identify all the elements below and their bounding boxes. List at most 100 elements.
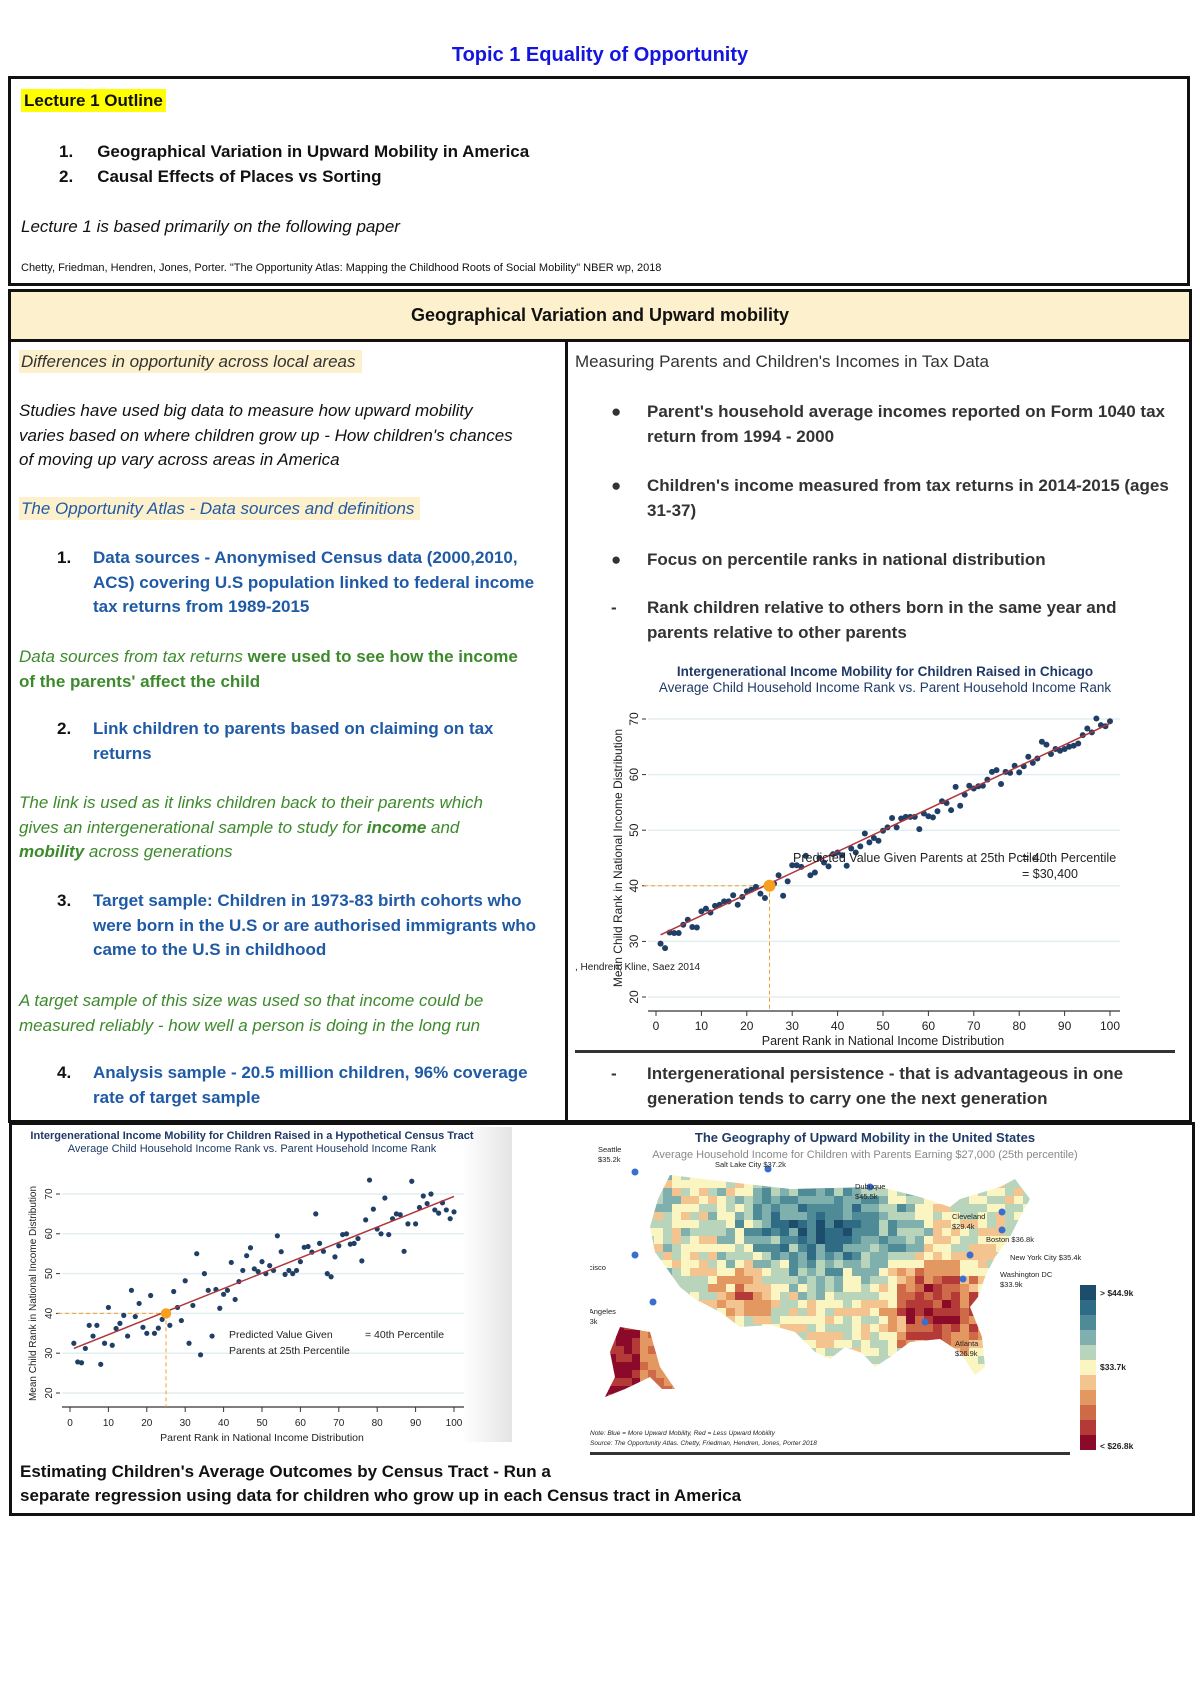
map-region bbox=[708, 1212, 718, 1221]
map-region bbox=[852, 1300, 862, 1309]
map-region bbox=[906, 1188, 916, 1197]
map-region bbox=[789, 1380, 799, 1389]
map-region bbox=[780, 1196, 790, 1205]
map-region bbox=[681, 1380, 691, 1389]
map-region bbox=[852, 1268, 862, 1277]
map-region bbox=[915, 1276, 925, 1285]
map-region bbox=[708, 1196, 718, 1205]
map-region bbox=[717, 1236, 727, 1245]
map-region bbox=[906, 1180, 916, 1189]
map-region bbox=[1023, 1212, 1030, 1221]
map-region bbox=[780, 1260, 790, 1269]
list-item-target-sample: 3. Target sample: Children in 1973-83 bi… bbox=[57, 891, 537, 959]
map-region bbox=[663, 1396, 673, 1405]
x-tick-label: 90 bbox=[410, 1418, 422, 1429]
map-region bbox=[834, 1244, 844, 1253]
map-region bbox=[897, 1300, 907, 1309]
data-point bbox=[351, 1240, 357, 1246]
map-region bbox=[798, 1268, 808, 1277]
data-point bbox=[366, 1177, 373, 1183]
map-region bbox=[951, 1228, 961, 1237]
map-region bbox=[933, 1340, 943, 1349]
map-region bbox=[726, 1236, 736, 1245]
map-region bbox=[969, 1300, 979, 1309]
data-point bbox=[898, 815, 905, 822]
map-region bbox=[942, 1220, 952, 1229]
map-region bbox=[1014, 1324, 1024, 1333]
map-region bbox=[744, 1276, 754, 1285]
map-region bbox=[744, 1364, 754, 1373]
map-region bbox=[640, 1394, 649, 1397]
map-region bbox=[960, 1180, 970, 1189]
map-region bbox=[608, 1362, 617, 1371]
map-region bbox=[906, 1236, 916, 1245]
legend-swatch bbox=[1080, 1360, 1096, 1375]
map-region bbox=[762, 1276, 772, 1285]
map-region bbox=[879, 1284, 889, 1293]
y-tick-label: 70 bbox=[627, 712, 641, 726]
map-region bbox=[843, 1196, 853, 1205]
map-region bbox=[861, 1364, 871, 1373]
map-region bbox=[1023, 1175, 1030, 1181]
map-region bbox=[915, 1284, 925, 1293]
legend-label: $33.7k bbox=[1100, 1362, 1126, 1372]
map-region bbox=[897, 1284, 907, 1293]
map-region bbox=[987, 1308, 997, 1317]
map-region bbox=[888, 1276, 898, 1285]
map-region bbox=[798, 1276, 808, 1285]
map-region bbox=[879, 1340, 889, 1349]
list-item-link-children: 2. Link children to parents based on cla… bbox=[57, 719, 494, 763]
map-region bbox=[960, 1252, 970, 1261]
city-label: Salt Lake City $37.2k bbox=[715, 1160, 786, 1169]
map-region bbox=[699, 1292, 709, 1301]
city-name: San Francisco bbox=[590, 1263, 606, 1272]
map-region bbox=[608, 1338, 617, 1347]
map-region bbox=[987, 1180, 997, 1189]
map-region bbox=[744, 1212, 754, 1221]
map-region bbox=[870, 1175, 880, 1181]
map-region bbox=[616, 1386, 625, 1395]
map-region bbox=[987, 1348, 997, 1357]
map-region bbox=[888, 1380, 898, 1389]
map-region bbox=[915, 1372, 925, 1375]
map-region bbox=[708, 1204, 718, 1213]
map-region bbox=[987, 1175, 997, 1181]
city-value: $33.9k bbox=[1000, 1280, 1023, 1289]
map-region bbox=[690, 1356, 700, 1365]
map-region bbox=[717, 1252, 727, 1261]
map-region bbox=[780, 1340, 790, 1349]
map-region bbox=[879, 1388, 889, 1397]
map-region bbox=[650, 1204, 655, 1213]
map-region bbox=[654, 1276, 664, 1285]
map-region bbox=[807, 1188, 817, 1197]
map-region bbox=[861, 1380, 871, 1389]
map-region bbox=[717, 1180, 727, 1189]
data-point bbox=[843, 862, 850, 869]
map-region bbox=[942, 1324, 952, 1333]
map-region bbox=[942, 1228, 952, 1237]
data-point bbox=[90, 1333, 96, 1339]
map-region bbox=[780, 1396, 790, 1405]
map-region bbox=[708, 1175, 718, 1181]
x-tick-label: 40 bbox=[218, 1418, 230, 1429]
data-point bbox=[128, 1287, 135, 1293]
map-region bbox=[624, 1338, 633, 1347]
map-region bbox=[762, 1292, 772, 1301]
map-region bbox=[650, 1284, 655, 1293]
data-point bbox=[274, 1233, 280, 1239]
map-region bbox=[897, 1332, 907, 1341]
map-region bbox=[852, 1212, 862, 1221]
map-region bbox=[672, 1394, 675, 1397]
map-region bbox=[771, 1380, 781, 1389]
data-point bbox=[297, 1259, 303, 1265]
city-name: Atlanta bbox=[955, 1339, 979, 1348]
map-region bbox=[924, 1332, 934, 1341]
map-region bbox=[834, 1188, 844, 1197]
map-region bbox=[789, 1204, 799, 1213]
map-region bbox=[616, 1346, 625, 1355]
map-region bbox=[969, 1175, 979, 1181]
data-point bbox=[313, 1211, 319, 1217]
city-marker bbox=[631, 1168, 639, 1176]
map-region bbox=[681, 1324, 691, 1333]
map-region bbox=[780, 1372, 790, 1375]
